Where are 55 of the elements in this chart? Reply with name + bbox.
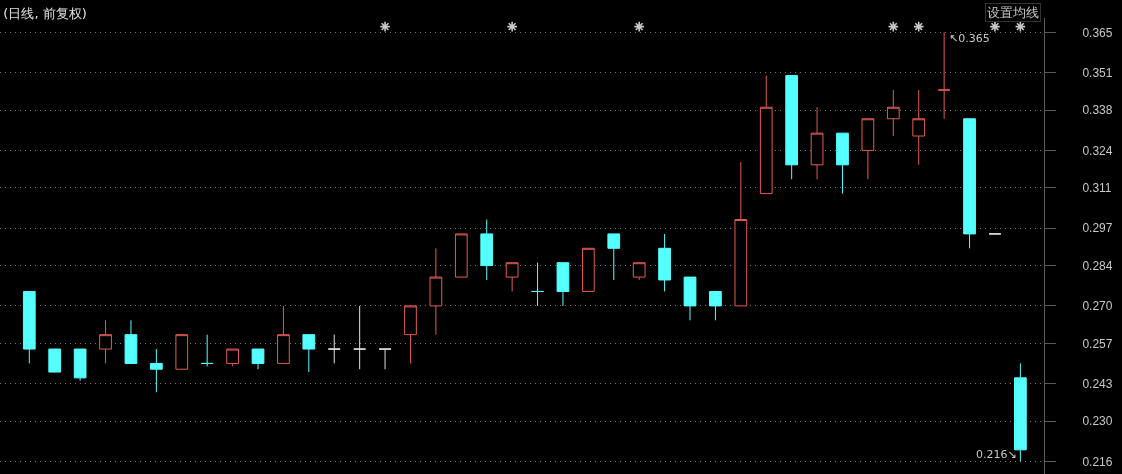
- y-tick-label: 0.243: [1082, 376, 1113, 391]
- candlestick: [429, 247, 443, 336]
- candlestick: [149, 348, 163, 393]
- candlestick: [632, 262, 646, 281]
- candlestick: [1014, 362, 1027, 462]
- y-tick-label: 0.284: [1082, 258, 1113, 273]
- candlestick: [404, 305, 417, 364]
- y-tick-label: 0.311: [1082, 181, 1112, 196]
- candlestick: [302, 334, 316, 373]
- candlestick: [886, 89, 900, 137]
- annotation: 0.216↘: [976, 448, 1017, 461]
- candlestick: [683, 276, 697, 321]
- annotation: 设置均线: [987, 5, 1039, 20]
- candlestick: [480, 219, 494, 281]
- candlestick: [175, 334, 189, 370]
- candlestick: [226, 348, 239, 367]
- candlestick: [99, 319, 112, 364]
- candlestick: [912, 89, 926, 166]
- candlestick: [709, 290, 722, 321]
- y-tick-label: 0.257: [1082, 336, 1113, 351]
- candlestick: [124, 319, 138, 364]
- candlestick: [200, 334, 214, 367]
- candlestick: [581, 247, 595, 292]
- y-tick-label: 0.216: [1082, 454, 1113, 469]
- candlestick: [378, 348, 392, 370]
- candlestick: [353, 305, 367, 370]
- y-tick-label: 0.297: [1082, 221, 1113, 236]
- annotation: ↖0.365: [949, 32, 990, 45]
- candlestick: [785, 75, 799, 180]
- candlestick: [454, 233, 468, 278]
- candlestick: [607, 233, 621, 281]
- y-tick-label: 0.365: [1082, 25, 1113, 40]
- candlestick: [251, 348, 265, 370]
- candlestick: [22, 290, 36, 364]
- candlestick: [73, 348, 87, 382]
- candlestick: [48, 348, 62, 373]
- chart-title: (日线, 前复权): [3, 5, 87, 21]
- candlestick: [734, 161, 748, 307]
- y-tick-label: 0.351: [1082, 65, 1113, 80]
- y-tick-label: 0.324: [1082, 143, 1113, 158]
- candlestick: [531, 262, 544, 307]
- y-tick-label: 0.270: [1082, 299, 1113, 314]
- candlestick: [810, 106, 824, 180]
- candlestick: [277, 305, 290, 364]
- candlestick: [327, 334, 341, 364]
- candlestick: [759, 75, 773, 195]
- candlestick: [861, 118, 875, 180]
- y-tick-label: 0.230: [1082, 414, 1113, 429]
- y-tick-label: 0.338: [1082, 103, 1113, 118]
- candlestick: [937, 31, 951, 120]
- candlestick: [658, 233, 671, 292]
- candlestick: [963, 118, 976, 249]
- candlestick: [556, 262, 570, 307]
- candlestick: [505, 262, 519, 292]
- candlestick: [836, 132, 849, 195]
